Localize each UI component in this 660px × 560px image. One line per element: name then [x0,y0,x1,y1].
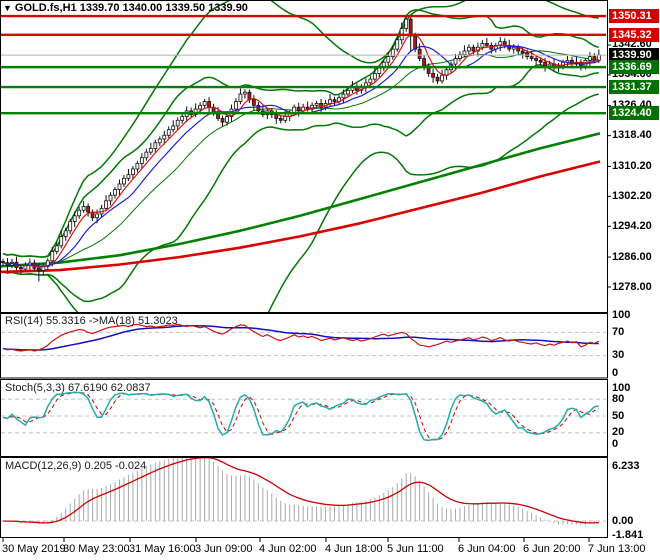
time-label: 31 May 16:00 [129,543,196,555]
time-label: 3 Jun 09:00 [195,543,253,555]
price-tick-label: 1286.00 [612,250,652,263]
rsi-tick-label: 0 [612,366,619,379]
macd-plot [1,458,606,526]
rsi-tick-label: 30 [612,349,625,362]
stoch-tick-label: 20 [612,426,625,439]
rsi-tick-label: 70 [612,325,625,338]
time-label: 4 Jun 18:00 [325,543,383,555]
rsi-plot [1,323,606,357]
price-tick-label: 1310.20 [612,159,652,172]
price-tick-label: 1278.00 [612,280,652,293]
time-label: 6 Jun 20:00 [523,543,581,555]
rsi-tick-label: 100 [612,308,631,321]
macd-indicator-label: MACD(12,26,9) 0.205 -0.024 [5,460,147,472]
macd-tick-label: -1.841 [612,528,644,541]
support-price-badge: 1336.69 [609,60,659,75]
stoch-tick-label: 50 [612,409,625,422]
price-tick-label: 1302.20 [612,189,652,202]
time-label: 7 Jun 13:00 [588,543,646,555]
resistance-price-badge: 1345.32 [609,27,659,42]
chart-title: ▼ GOLD.fs,H1 1339.70 1340.00 1339.50 1339… [3,2,248,14]
time-label: 30 May 2019 [2,543,66,555]
price-tick-label: 1294.20 [612,219,652,232]
stoch-plot [1,391,606,442]
symbol-marker-icon: ▼ [3,3,12,13]
support-price-badge: 1324.40 [609,106,659,121]
stoch-tick-label: 0 [612,437,619,450]
stoch-indicator-label: Stoch(5,3,3) 67.6190 62.0837 [5,382,151,394]
price-tick-label: 1318.40 [612,129,652,142]
current-price-badge: 1339.90 [609,48,659,63]
time-label: 30 May 23:00 [63,543,130,555]
resistance-price-badge: 1350.31 [609,9,659,24]
time-label: 4 Jun 02:00 [259,543,317,555]
support-price-badge: 1331.37 [609,80,659,95]
time-label: 6 Jun 04:00 [458,543,516,555]
time-label: 5 Jun 11:00 [387,543,444,555]
macd-tick-label: 0.00 [612,514,634,527]
rsi-indicator-label: RSI(14) 55.3316 ->MA(18) 51.3023 [5,315,178,327]
main-chart-plot [1,1,606,312]
stoch-tick-label: 80 [612,392,625,405]
macd-tick-label: 6.233 [612,459,640,472]
title-text: GOLD.fs,H1 1339.70 1340.00 1339.50 1339.… [14,2,248,14]
stoch-tick-label: 100 [612,381,631,394]
